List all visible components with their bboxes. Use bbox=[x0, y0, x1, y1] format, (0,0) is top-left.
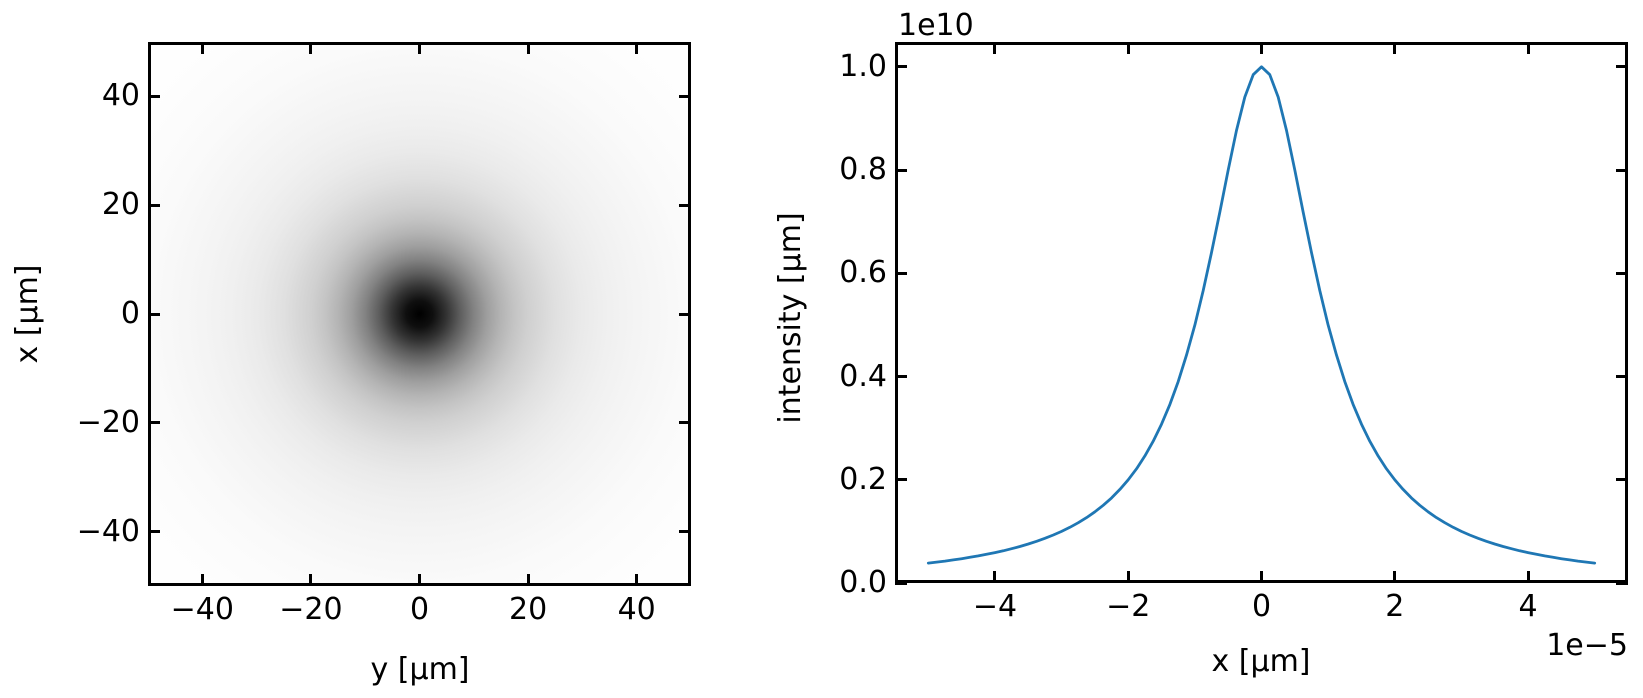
heatmap-axes bbox=[148, 42, 691, 586]
y-tick-mark bbox=[1616, 478, 1628, 482]
x-tick-mark bbox=[200, 42, 204, 54]
x-axis-offset-text: 1e−5 bbox=[1546, 628, 1628, 663]
x-tick-mark bbox=[635, 42, 639, 54]
y-tick-mark bbox=[895, 581, 907, 585]
left-xaxis-label: y [μm] bbox=[370, 652, 470, 687]
x-tick-mark bbox=[200, 574, 204, 586]
y-tick-mark bbox=[148, 312, 160, 316]
y-tick-mark bbox=[895, 271, 907, 275]
y-tick-mark bbox=[1616, 375, 1628, 378]
x-tick-mark bbox=[1260, 42, 1263, 54]
x-tick-mark bbox=[635, 574, 639, 586]
x-tick-mark bbox=[1126, 42, 1130, 54]
x-tick-label: 20 bbox=[509, 592, 548, 627]
x-tick-label: −4 bbox=[972, 589, 1018, 624]
x-tick-mark bbox=[993, 42, 997, 54]
intensity-line bbox=[926, 65, 1597, 565]
y-tick-mark bbox=[1616, 168, 1628, 172]
x-tick-mark bbox=[526, 42, 530, 54]
heatmap-image bbox=[148, 42, 691, 586]
x-tick-mark bbox=[309, 42, 313, 54]
y-tick-mark bbox=[1616, 581, 1628, 585]
y-tick-label: 1.0 bbox=[839, 48, 887, 84]
y-tick-label: 0.4 bbox=[839, 358, 887, 394]
x-tick-mark bbox=[1526, 571, 1530, 583]
x-tick-mark bbox=[993, 571, 997, 583]
y-tick-mark bbox=[679, 312, 691, 316]
y-tick-label: 0 bbox=[120, 296, 140, 331]
x-tick-label: 40 bbox=[617, 592, 656, 627]
y-tick-mark bbox=[148, 530, 160, 534]
y-axis-offset-text: 1e10 bbox=[898, 8, 974, 43]
x-tick-label: −40 bbox=[170, 592, 234, 627]
y-tick-label: 0.2 bbox=[839, 461, 887, 497]
x-tick-label: 2 bbox=[1385, 589, 1405, 624]
x-tick-label: 0 bbox=[409, 592, 430, 627]
y-tick-mark bbox=[895, 478, 907, 482]
y-tick-mark bbox=[679, 203, 691, 207]
x-tick-mark bbox=[1260, 571, 1263, 583]
x-tick-mark bbox=[309, 574, 313, 586]
x-tick-mark bbox=[1526, 42, 1530, 54]
x-tick-label: 0 bbox=[1251, 589, 1272, 624]
y-tick-mark bbox=[679, 530, 691, 534]
x-tick-mark bbox=[526, 574, 530, 586]
x-tick-mark bbox=[418, 574, 421, 586]
y-tick-label: 40 bbox=[101, 78, 140, 114]
y-tick-label: 20 bbox=[101, 187, 140, 223]
y-tick-mark bbox=[895, 168, 907, 172]
y-tick-mark bbox=[1616, 65, 1628, 69]
y-tick-label: −20 bbox=[76, 404, 140, 440]
x-tick-label: −20 bbox=[279, 592, 343, 627]
y-tick-mark bbox=[679, 94, 691, 98]
right-xaxis-label: x [μm] bbox=[1211, 644, 1311, 679]
x-tick-label: 4 bbox=[1518, 589, 1538, 624]
y-tick-label: −40 bbox=[76, 513, 140, 549]
y-tick-mark bbox=[895, 375, 907, 378]
line-plot-axes bbox=[895, 42, 1628, 585]
intensity-curve bbox=[926, 65, 1597, 565]
y-tick-label: 0.6 bbox=[839, 255, 887, 291]
x-tick-mark bbox=[1126, 571, 1130, 583]
x-tick-label: −2 bbox=[1106, 589, 1151, 624]
x-tick-mark bbox=[1393, 571, 1397, 583]
x-tick-mark bbox=[418, 42, 421, 54]
x-tick-mark bbox=[1393, 42, 1397, 54]
y-tick-label: 0.0 bbox=[839, 565, 887, 600]
y-tick-mark bbox=[148, 203, 160, 207]
y-tick-mark bbox=[148, 421, 160, 425]
y-tick-mark bbox=[148, 94, 160, 98]
y-tick-mark bbox=[1616, 271, 1628, 275]
y-tick-mark bbox=[679, 421, 691, 425]
y-tick-mark bbox=[895, 65, 907, 69]
y-tick-label: 0.8 bbox=[839, 152, 887, 188]
